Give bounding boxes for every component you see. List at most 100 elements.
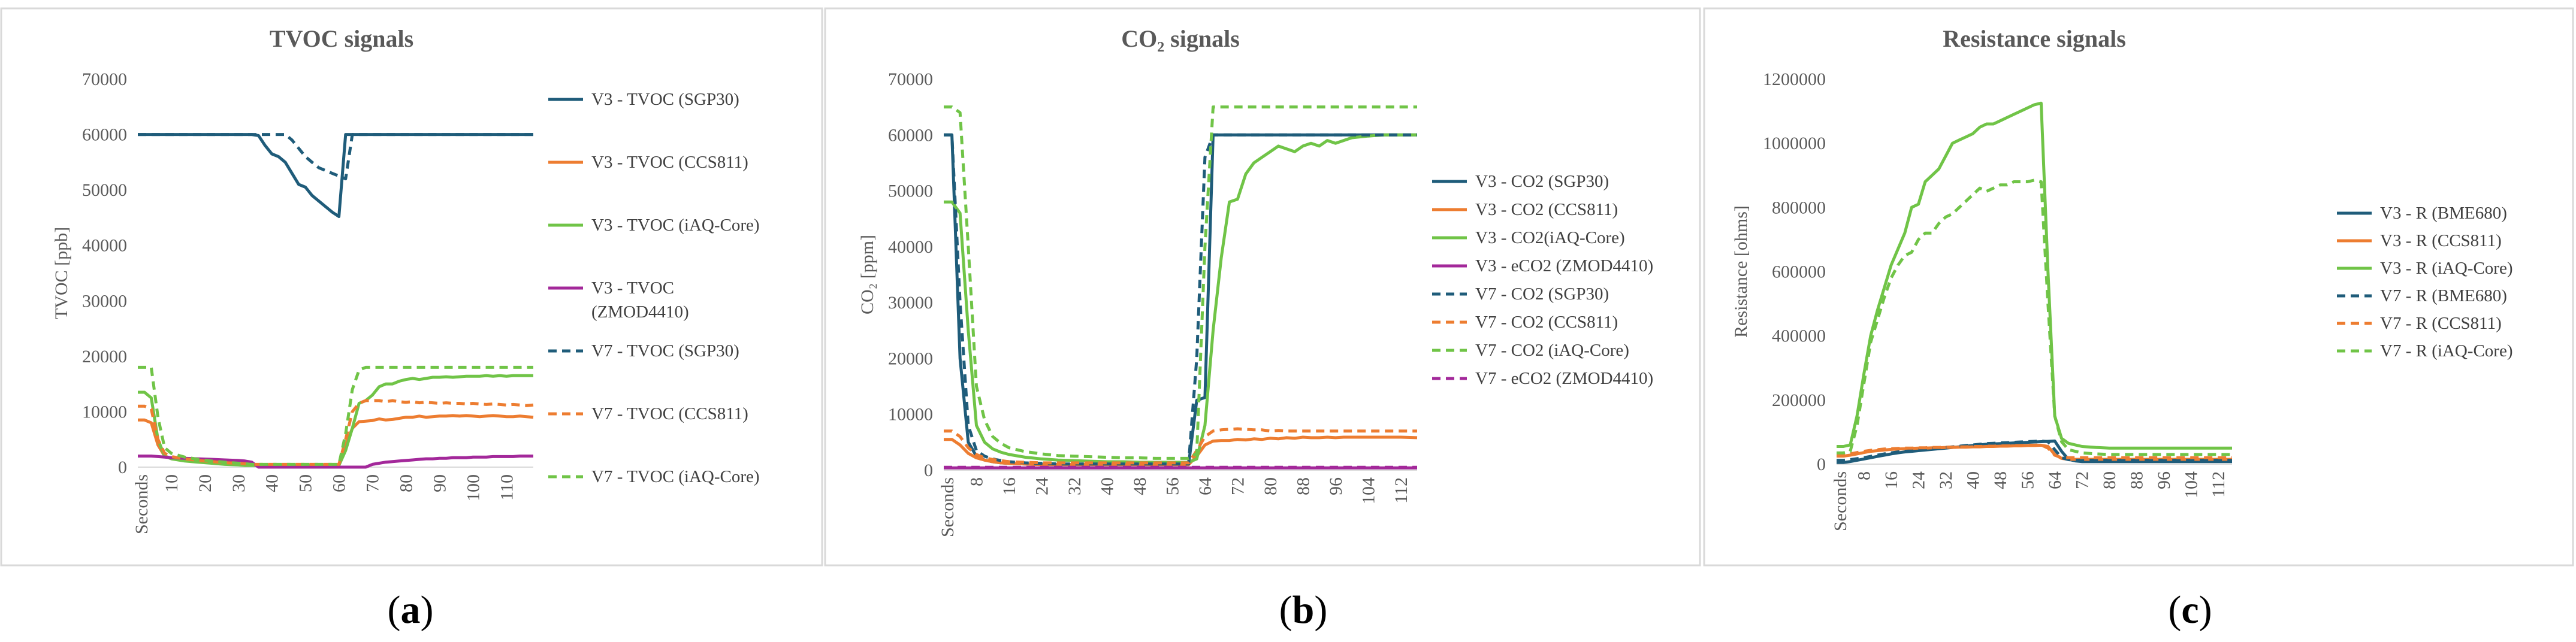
series-line (1837, 101, 2232, 450)
series-line (138, 399, 534, 466)
y-tick-label: 10000 (888, 405, 933, 425)
x-tick-label: 24 (1032, 477, 1052, 495)
series-line (944, 133, 1417, 464)
y-tick-label: 40000 (888, 237, 933, 257)
x-tick-label: 56 (2018, 471, 2038, 489)
x-tick-label: Seconds (938, 477, 958, 537)
x-tick-label: 80 (396, 474, 416, 492)
legend-label: V7 - TVOC (iAQ-Core) (591, 467, 760, 486)
x-tick-label: 112 (1391, 477, 1411, 504)
x-tick-label: 72 (2073, 471, 2092, 489)
panel-c: Resistance signals 0 200000 400000 600000 800… (1703, 7, 2574, 632)
series-line (944, 133, 1417, 466)
x-tick-label: 88 (2127, 471, 2147, 489)
legend-label: V3 - TVOC (iAQ-Core) (591, 216, 760, 235)
x-tick-label: 112 (2209, 471, 2228, 498)
series-line (1837, 439, 2232, 462)
legend-label: V3 - CO2 (SGP30) (1475, 172, 1609, 191)
x-tick-label: 8 (967, 477, 986, 486)
y-tick-label: 600000 (1772, 262, 1826, 282)
x-tick-label: 80 (1261, 477, 1281, 495)
x-tick-label: 110 (497, 474, 517, 501)
legend-label: V3 - TVOC (SGP30) (591, 90, 739, 109)
chart-title: CO₂ signals (1121, 25, 1240, 52)
legend-label: V7 - R (CCS811) (2380, 314, 2502, 333)
legend-label: V7 - TVOC (CCS811) (591, 404, 748, 423)
x-tick-label: 20 (195, 474, 215, 492)
series-line (1837, 443, 2232, 459)
x-tick-label: 48 (1130, 477, 1150, 495)
y-axis-label: CO₂ [ppm] (857, 235, 877, 314)
x-tick-label: 96 (2154, 471, 2174, 489)
y-tick-label: 30000 (82, 291, 127, 311)
x-tick-label: 10 (162, 474, 182, 492)
x-tick-label: 104 (2182, 471, 2201, 498)
legend-label: V3 - TVOC (CCS811) (591, 153, 748, 172)
panel-a: TVOC signals 0 10000 20000 30000 40000 50000 60… (0, 7, 823, 632)
x-tick-label: 40 (262, 474, 282, 492)
x-tick-label: 56 (1162, 477, 1182, 495)
legend-label: V3 - CO2 (CCS811) (1475, 200, 1618, 219)
x-tick-label: 32 (1065, 477, 1085, 495)
series-line (944, 435, 1418, 467)
panel-caption: (a) (388, 588, 434, 632)
y-tick-label: 200000 (1772, 390, 1826, 410)
legend-label: V7 - eCO2 (ZMOD4410) (1475, 369, 1653, 388)
x-tick-label: 16 (1882, 471, 1901, 489)
legend-label: V3 - TVOC (591, 278, 674, 298)
y-tick-label: 1000000 (1763, 134, 1826, 153)
y-axis-label: Resistance [ohms] (1731, 205, 1751, 338)
series-line (944, 105, 1417, 460)
x-tick-label: 24 (1909, 471, 1929, 489)
panel-caption: (b) (1279, 588, 1328, 632)
y-tick-label: 0 (1817, 455, 1826, 474)
x-tick-label: 96 (1326, 477, 1346, 495)
x-tick-label: 40 (1964, 471, 1983, 489)
x-tick-label: 64 (2045, 471, 2065, 489)
chart-title: Resistance signals (1943, 25, 2126, 52)
x-tick-label: 8 (1855, 471, 1874, 480)
x-tick-label: Seconds (1831, 471, 1850, 531)
panel-b: CO₂ signals 0 10000 20000 30000 40000 50000 600… (824, 7, 1701, 632)
y-tick-label: 0 (924, 461, 933, 480)
series-line (1837, 178, 2232, 456)
y-tick-label: 50000 (82, 180, 127, 200)
y-tick-label: 70000 (82, 69, 127, 89)
x-tick-label: 90 (430, 474, 449, 492)
y-tick-label: 1200000 (1763, 69, 1826, 89)
legend-label: V3 - CO2(iAQ-Core) (1475, 228, 1625, 247)
panel-frame (0, 7, 823, 567)
legend-label: V7 - R (iAQ-Core) (2380, 341, 2512, 361)
x-tick-label: 60 (330, 474, 349, 492)
x-tick-label: 80 (2100, 471, 2119, 489)
panel-caption: (c) (2168, 588, 2212, 632)
y-tick-label: 400000 (1772, 326, 1826, 346)
y-tick-label: 800000 (1772, 198, 1826, 217)
y-tick-label: 60000 (888, 125, 933, 145)
panel-frame (824, 7, 1701, 567)
y-tick-label: 70000 (888, 69, 933, 89)
legend-label: V3 - R (BME680) (2380, 204, 2507, 223)
x-tick-label: 70 (363, 474, 383, 492)
y-axis-label: TVOC [ppb] (52, 227, 71, 319)
x-tick-label: 104 (1358, 477, 1378, 504)
chart-title: TVOC signals (270, 25, 413, 52)
legend-label: V7 - TVOC (SGP30) (591, 341, 739, 361)
legend-label: V3 - R (CCS811) (2380, 231, 2502, 250)
x-tick-label: 16 (999, 477, 1019, 495)
series-line (138, 374, 533, 467)
x-tick-label: 72 (1228, 477, 1248, 495)
legend-label: (ZMOD4410) (591, 302, 689, 322)
y-tick-label: 30000 (888, 293, 933, 313)
legend-label: V7 - CO2 (iAQ-Core) (1475, 341, 1629, 360)
series-line (944, 427, 1417, 465)
x-tick-label: 48 (1991, 471, 2010, 489)
panel-frame (1703, 7, 2574, 567)
y-tick-label: 20000 (82, 347, 127, 367)
legend-label: V7 - CO2 (CCS811) (1475, 313, 1618, 332)
legend-label: V7 - CO2 (SGP30) (1475, 284, 1609, 304)
legend-label: V3 - R (iAQ-Core) (2380, 259, 2512, 278)
x-tick-label: Seconds (132, 474, 152, 534)
x-tick-label: 32 (1936, 471, 1956, 489)
